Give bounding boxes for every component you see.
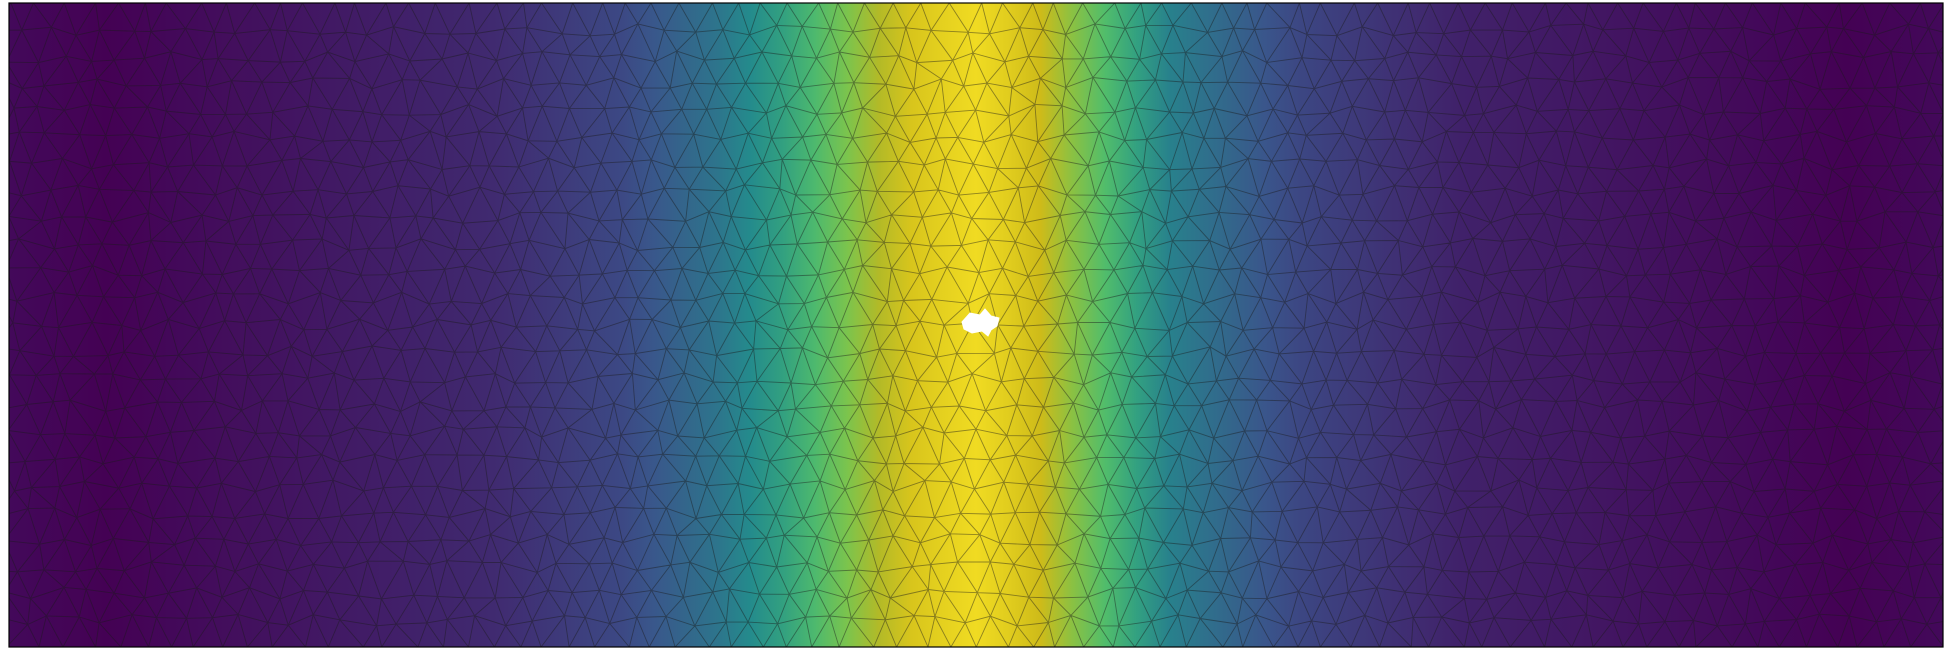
plot-frame (8, 2, 1944, 648)
mesh-edges (9, 3, 1943, 647)
hole-shape (961, 308, 1000, 337)
triangular-mesh (9, 3, 1943, 647)
hole-region (961, 308, 1000, 337)
